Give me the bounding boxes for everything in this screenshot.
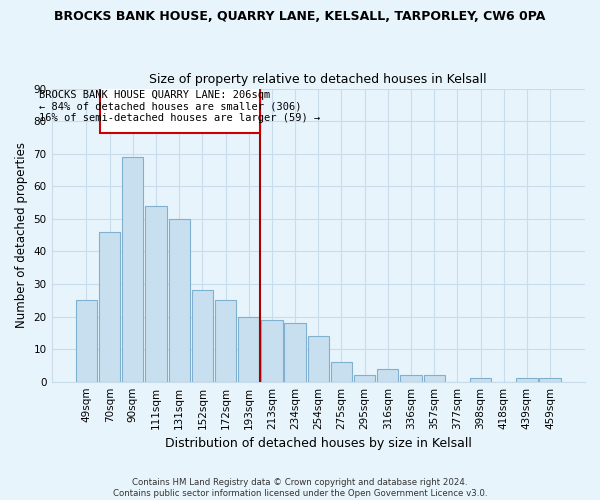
Bar (99, 232, 120, 382)
Bar (145, 206, 167, 382)
Bar (238, 316, 259, 382)
Bar (377, 368, 398, 382)
Bar (191, 290, 213, 382)
Bar (400, 375, 422, 382)
Bar (261, 320, 283, 382)
Bar (516, 378, 538, 382)
Bar (424, 375, 445, 382)
Bar (215, 300, 236, 382)
Bar (470, 378, 491, 382)
Text: BROCKS BANK HOUSE QUARRY LANE: 206sqm
← 84% of detached houses are smaller (306): BROCKS BANK HOUSE QUARRY LANE: 206sqm ← … (39, 90, 320, 123)
Bar (284, 323, 306, 382)
Bar (354, 375, 375, 382)
Text: BROCKS BANK HOUSE, QUARRY LANE, KELSALL, TARPORLEY, CW6 0PA: BROCKS BANK HOUSE, QUARRY LANE, KELSALL,… (55, 10, 545, 23)
Bar (539, 378, 561, 382)
Text: Contains HM Land Registry data © Crown copyright and database right 2024.
Contai: Contains HM Land Registry data © Crown c… (113, 478, 487, 498)
Bar (308, 336, 329, 382)
Bar (169, 219, 190, 382)
Title: Size of property relative to detached houses in Kelsall: Size of property relative to detached ho… (149, 73, 487, 86)
Bar (100, 84, 260, 132)
Y-axis label: Number of detached properties: Number of detached properties (15, 142, 28, 328)
X-axis label: Distribution of detached houses by size in Kelsall: Distribution of detached houses by size … (165, 437, 472, 450)
Bar (76, 300, 97, 382)
Bar (331, 362, 352, 382)
Bar (122, 157, 143, 382)
